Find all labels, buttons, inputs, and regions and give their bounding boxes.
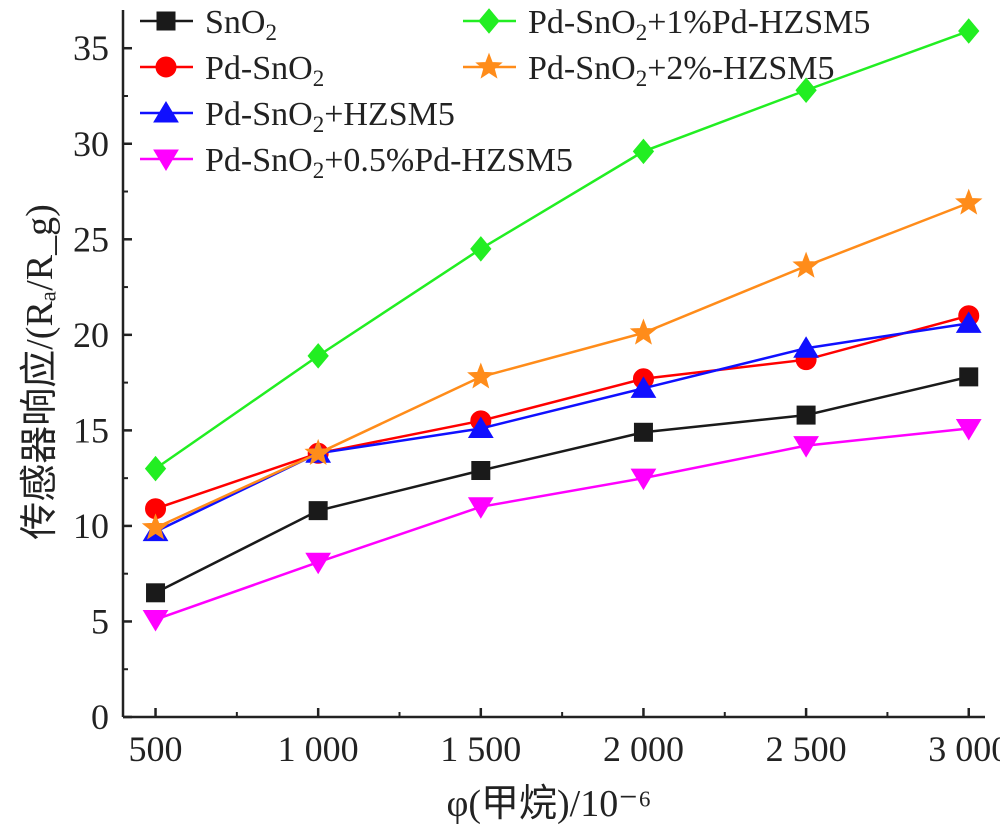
legend-marker bbox=[153, 149, 179, 171]
legend-subscript: 2 bbox=[313, 66, 325, 91]
legend-text: SnO bbox=[205, 4, 265, 41]
data-point bbox=[304, 438, 332, 465]
data-point bbox=[795, 77, 817, 104]
data-point bbox=[629, 318, 658, 345]
y-tick-label: 10 bbox=[73, 506, 109, 546]
legend-item: Pd-SnO2 bbox=[140, 50, 324, 91]
legend-subscript: 2 bbox=[313, 158, 325, 183]
data-point bbox=[793, 436, 819, 458]
legend-text: Pd-SnO bbox=[205, 50, 313, 87]
x-tick-label: 500 bbox=[129, 729, 183, 769]
legend-marker bbox=[155, 56, 177, 78]
data-point bbox=[955, 418, 982, 441]
legend-label: Pd-SnO2 bbox=[205, 50, 324, 91]
y-tick-label: 5 bbox=[91, 601, 109, 641]
legend-label: Pd-SnO2+1%Pd-HZSM5 bbox=[528, 4, 870, 45]
series-layer bbox=[141, 18, 983, 632]
legend-item: Pd-SnO2+2%-HZSM5 bbox=[463, 50, 835, 91]
legend: SnO2Pd-SnO2Pd-SnO2+HZSM5Pd-SnO2+0.5%Pd-H… bbox=[140, 4, 870, 183]
series-line bbox=[154, 29, 970, 470]
data-point bbox=[632, 138, 655, 165]
y-axis: 0 5 10 15 20 25 30 35 bbox=[73, 28, 132, 737]
legend-text: Pd-SnO bbox=[205, 142, 313, 179]
series-line bbox=[155, 201, 970, 529]
legend-tail: +0.5%Pd-HZSM5 bbox=[324, 142, 573, 179]
legend-marker bbox=[475, 52, 503, 79]
data-point bbox=[633, 422, 653, 442]
data-point bbox=[955, 188, 983, 215]
data-point bbox=[792, 251, 820, 278]
legend-marker bbox=[153, 101, 179, 123]
y-tick-label: 0 bbox=[91, 697, 109, 737]
plot-area bbox=[121, 10, 985, 719]
data-point bbox=[305, 552, 332, 575]
legend-text: Pd-SnO bbox=[205, 96, 313, 133]
y-tick-label: 20 bbox=[73, 315, 109, 355]
series-1 bbox=[145, 305, 980, 520]
series-4 bbox=[144, 18, 980, 482]
y-axis-title: 传感器响应/(Rₐ/R_g) bbox=[19, 204, 61, 540]
series-line bbox=[155, 314, 970, 510]
data-point bbox=[470, 236, 492, 262]
data-point bbox=[307, 343, 329, 369]
series-line bbox=[155, 427, 969, 621]
x-axis-title: φ(甲烷)/10⁻⁶ bbox=[446, 783, 651, 825]
data-point bbox=[467, 497, 494, 519]
y-tick-label: 15 bbox=[73, 410, 109, 450]
y-tick-label: 35 bbox=[73, 28, 109, 68]
x-tick-label: 2 500 bbox=[766, 729, 847, 769]
legend-label: Pd-SnO2+0.5%Pd-HZSM5 bbox=[205, 142, 573, 183]
y-tick-label: 25 bbox=[73, 219, 109, 259]
data-point bbox=[467, 362, 495, 389]
legend-marker bbox=[156, 11, 176, 31]
x-tick-label: 2 000 bbox=[603, 729, 684, 769]
data-point bbox=[471, 461, 491, 481]
data-point bbox=[630, 468, 657, 491]
legend-text: Pd-SnO bbox=[528, 50, 636, 87]
data-point bbox=[141, 513, 170, 540]
legend-subscript: 2 bbox=[636, 66, 648, 91]
legend-subscript: 2 bbox=[265, 20, 277, 45]
x-tick-label: 1 500 bbox=[440, 729, 521, 769]
series-3 bbox=[142, 418, 982, 632]
data-point bbox=[146, 583, 166, 603]
x-axis: 500 1 000 1 500 2 000 2 500 3 000 bbox=[129, 708, 1000, 769]
series-0 bbox=[146, 367, 979, 603]
data-point bbox=[796, 405, 816, 425]
legend-label: Pd-SnO2+2%-HZSM5 bbox=[528, 50, 835, 91]
legend-label: SnO2 bbox=[205, 4, 277, 45]
x-tick-label: 3 000 bbox=[928, 729, 1000, 769]
legend-item: Pd-SnO2+HZSM5 bbox=[140, 96, 455, 137]
series-line bbox=[154, 375, 970, 594]
legend-tail: +2%-HZSM5 bbox=[647, 50, 834, 87]
legend-subscript: 2 bbox=[313, 112, 325, 137]
data-point bbox=[793, 336, 819, 358]
data-point bbox=[467, 416, 494, 438]
series-5 bbox=[141, 188, 983, 540]
legend-item: Pd-SnO2+0.5%Pd-HZSM5 bbox=[140, 142, 573, 183]
data-point bbox=[142, 610, 169, 632]
data-point bbox=[959, 367, 979, 387]
x-tick-label: 1 000 bbox=[278, 729, 359, 769]
data-point bbox=[955, 311, 982, 333]
data-point bbox=[958, 18, 980, 44]
legend-tail: +HZSM5 bbox=[324, 96, 455, 133]
legend-item: Pd-SnO2+1%Pd-HZSM5 bbox=[463, 4, 870, 45]
data-point bbox=[630, 376, 657, 398]
legend-item: SnO2 bbox=[140, 4, 277, 45]
data-point bbox=[144, 455, 167, 482]
legend-marker bbox=[478, 8, 500, 34]
y-tick-label: 30 bbox=[73, 124, 109, 164]
legend-tail: +1%Pd-HZSM5 bbox=[647, 4, 870, 41]
legend-subscript: 2 bbox=[636, 20, 648, 45]
legend-text: Pd-SnO bbox=[528, 4, 636, 41]
data-point bbox=[308, 501, 328, 521]
legend-label: Pd-SnO2+HZSM5 bbox=[205, 96, 455, 137]
